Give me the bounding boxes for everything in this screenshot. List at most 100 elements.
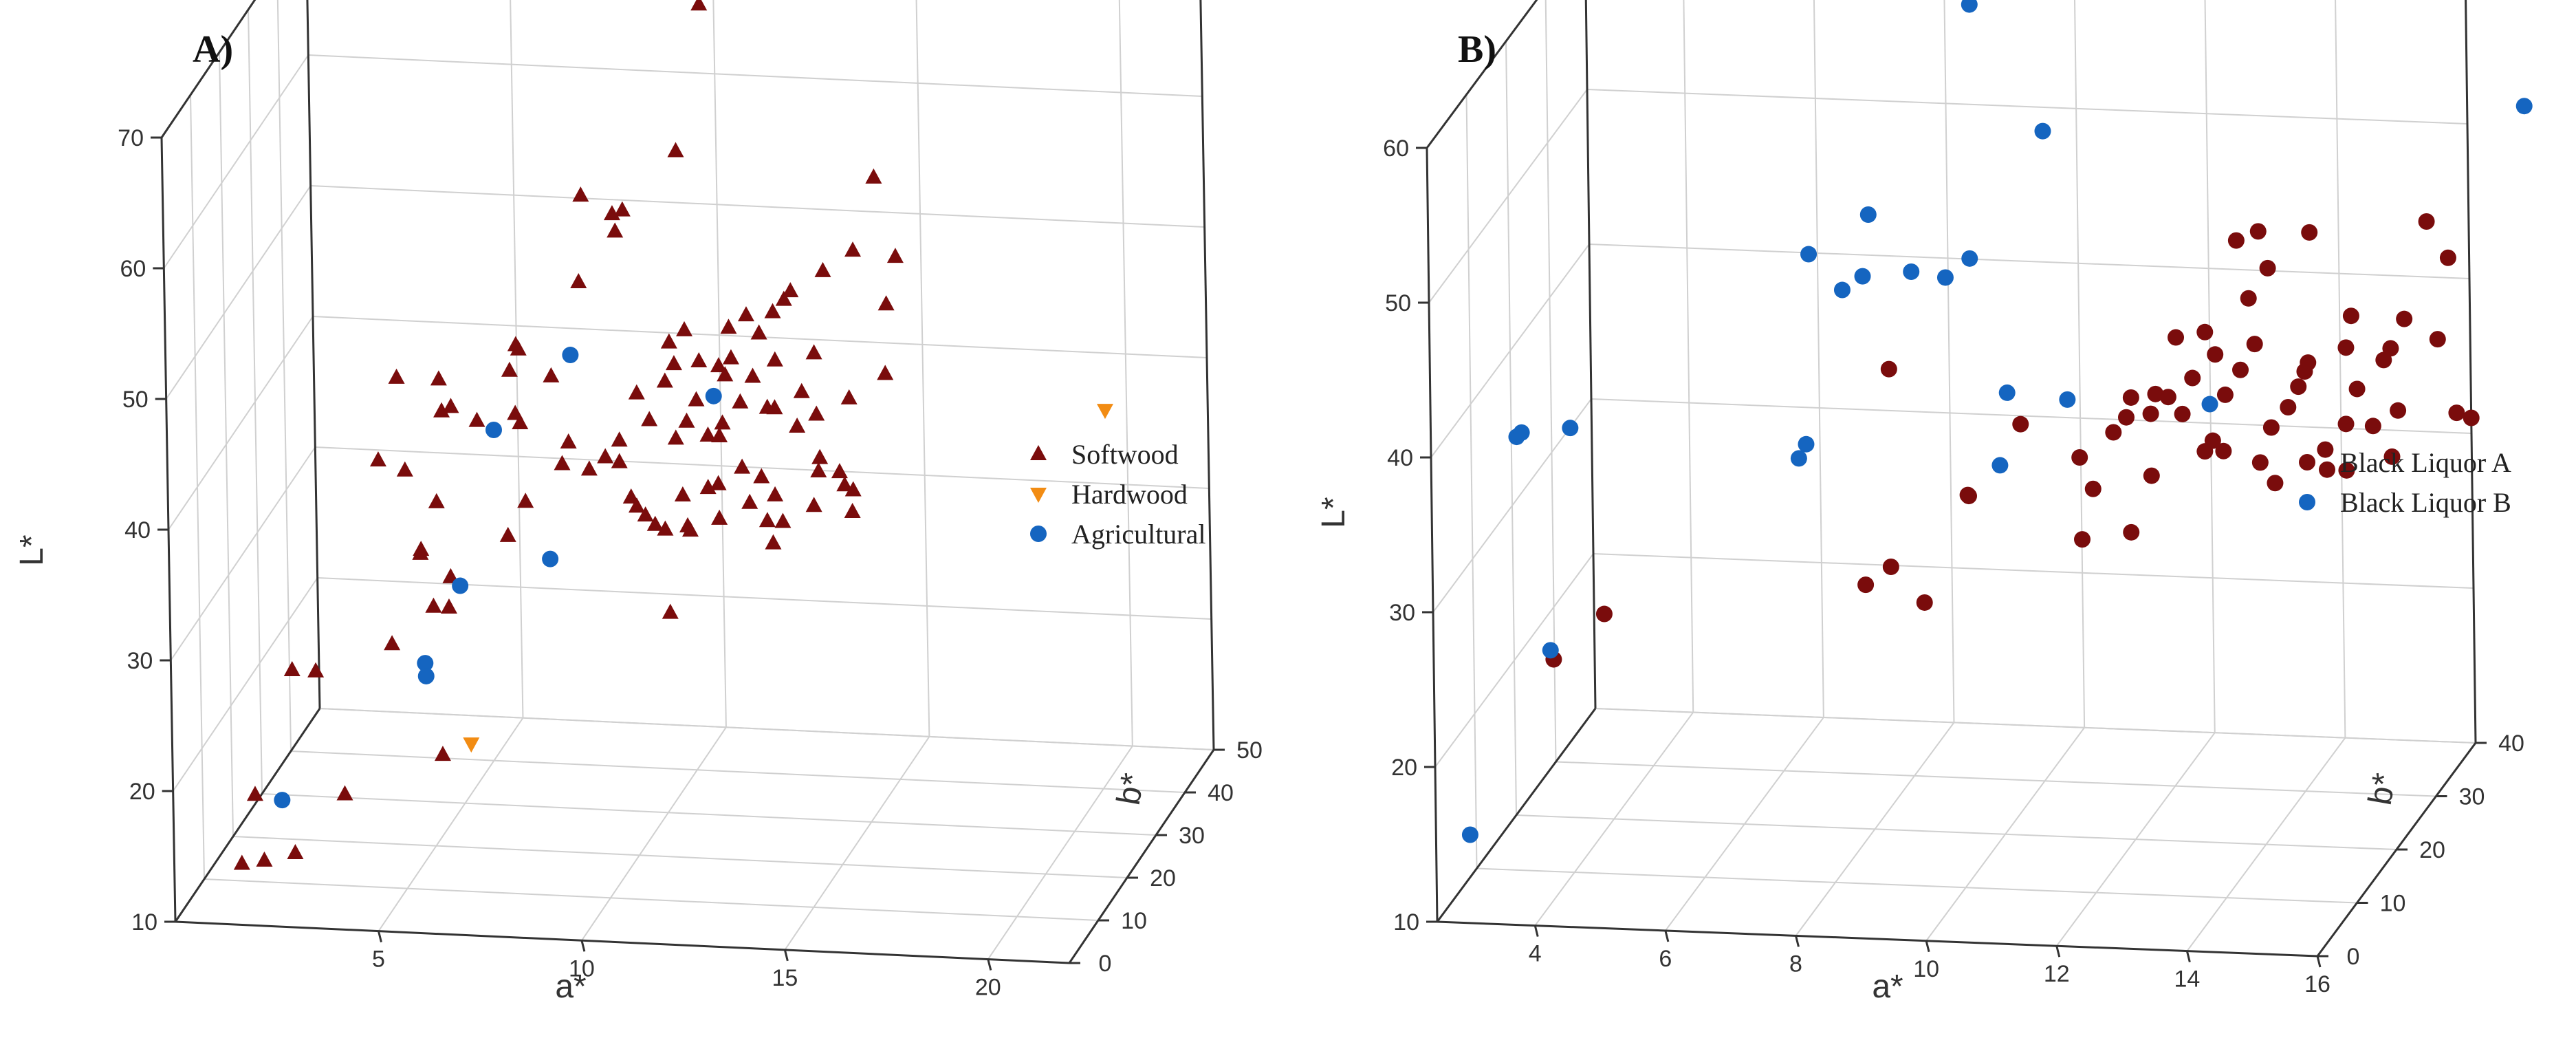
data-point-softwood	[622, 488, 640, 504]
a-tick-mark	[1533, 925, 1539, 937]
data-point-black-liquor-a	[2232, 361, 2249, 378]
a-tick-mark	[783, 949, 789, 962]
data-point-black-liquor-b	[1513, 424, 1530, 441]
l-tick-label: 50	[122, 387, 149, 413]
data-point-softwood	[753, 468, 770, 484]
data-point-black-liquor-a	[2267, 475, 2284, 492]
data-point-softwood	[336, 785, 353, 801]
chart-a: 5 10 15 201020304050607001020304050a*L*b*A)…	[14, 0, 1263, 1005]
data-point-softwood	[646, 515, 664, 531]
data-point-softwood	[811, 448, 829, 464]
data-point-black-liquor-b	[1859, 206, 1877, 223]
data-point-agricultural	[417, 667, 435, 684]
data-point-softwood	[667, 142, 684, 158]
data-point-softwood	[674, 486, 691, 502]
data-point-softwood	[764, 303, 781, 318]
data-point-softwood	[720, 318, 737, 334]
box-edge	[160, 0, 256, 138]
legend-label-black-liquor-b: Black Liquor B	[2340, 487, 2511, 518]
gridline	[261, 793, 1157, 836]
legend-marker-black-liquor-a	[2299, 454, 2315, 471]
b-tick-label: 10	[1121, 908, 1147, 934]
data-point-black-liquor-a	[1880, 360, 1897, 378]
data-point-black-liquor-a	[2317, 441, 2334, 458]
data-point-agricultural	[452, 577, 469, 594]
legend-marker-black-liquor-b	[2299, 494, 2315, 510]
data-point-softwood	[662, 603, 679, 619]
data-point-softwood	[611, 431, 628, 447]
a-axis-label: a*	[1872, 969, 1903, 1005]
a-tick-mark	[1795, 936, 1800, 947]
data-point-softwood	[628, 384, 645, 400]
data-point-black-liquor-b	[2059, 391, 2076, 408]
data-point-black-liquor-a	[2290, 378, 2307, 396]
gridline	[165, 185, 312, 400]
box-edge	[174, 708, 321, 922]
data-point-softwood	[384, 635, 401, 651]
data-point-black-liquor-a	[2342, 307, 2359, 325]
data-point-black-liquor-a	[2251, 454, 2269, 471]
data-point-softwood	[814, 261, 831, 277]
data-point-softwood	[710, 475, 727, 490]
gridline	[1544, 0, 1557, 762]
data-point-agricultural	[542, 550, 559, 567]
data-point-softwood	[428, 493, 445, 508]
data-point-black-liquor-a	[2084, 480, 2102, 497]
gridline	[1428, 89, 1588, 303]
data-point-softwood	[741, 493, 758, 509]
data-point-softwood	[307, 662, 325, 678]
data-point-softwood	[789, 417, 806, 433]
data-point-softwood	[699, 479, 717, 495]
data-point-softwood	[517, 493, 534, 508]
gridline	[168, 316, 314, 530]
data-point-softwood	[758, 512, 776, 528]
gridline	[1586, 89, 2468, 125]
data-point-black-liquor-a	[2364, 418, 2381, 435]
b-axis-label: b*	[2362, 770, 2403, 808]
data-point-softwood	[877, 295, 895, 311]
gridline	[1465, 94, 1478, 869]
data-point-black-liquor-a	[2390, 402, 2407, 419]
axis-b-line	[1068, 749, 1215, 964]
box-edge	[2465, 0, 2477, 744]
a-tick-label: 12	[2044, 961, 2070, 987]
b-tick-label: 0	[1099, 951, 1112, 977]
data-point-softwood	[512, 413, 529, 429]
chart-title: B)	[1458, 28, 1496, 71]
data-point-softwood	[840, 389, 858, 404]
data-point-black-liquor-a	[2147, 385, 2164, 402]
data-point-black-liquor-a	[2429, 331, 2446, 348]
data-point-black-liquor-a	[2301, 224, 2318, 241]
data-point-black-liquor-a	[2337, 415, 2355, 433]
data-point-softwood	[507, 336, 524, 352]
a-tick-mark	[987, 959, 992, 971]
a-tick-mark	[2316, 955, 2322, 968]
gridline	[1591, 398, 2472, 434]
data-point-softwood	[678, 412, 695, 428]
gridline	[1556, 761, 2436, 797]
l-tick-label: 20	[1391, 755, 1417, 781]
data-point-black-liquor-b	[1854, 268, 1871, 285]
data-point-softwood	[844, 503, 861, 518]
data-point-black-liquor-a	[2123, 523, 2140, 541]
data-point-softwood	[560, 433, 577, 448]
data-point-black-liquor-a	[2216, 386, 2234, 403]
gridline	[2335, 0, 2346, 738]
axis-l-line	[1426, 147, 1439, 922]
l-tick-label: 50	[1385, 290, 1411, 316]
data-point-black-liquor-a	[2337, 339, 2355, 356]
data-point-black-liquor-a	[1857, 576, 1875, 594]
gridline	[232, 836, 1128, 878]
b-axis-label: b*	[1111, 770, 1152, 808]
data-point-softwood	[613, 201, 631, 217]
data-point-black-liquor-a	[2418, 213, 2435, 230]
gridline	[1505, 41, 1517, 816]
data-point-agricultural	[274, 792, 291, 809]
data-point-softwood	[767, 486, 784, 501]
axis-a-line	[175, 920, 1070, 964]
data-point-black-liquor-a	[2240, 290, 2257, 307]
data-point-softwood	[641, 411, 658, 426]
data-point-softwood	[554, 455, 571, 471]
data-point-softwood	[710, 357, 727, 373]
